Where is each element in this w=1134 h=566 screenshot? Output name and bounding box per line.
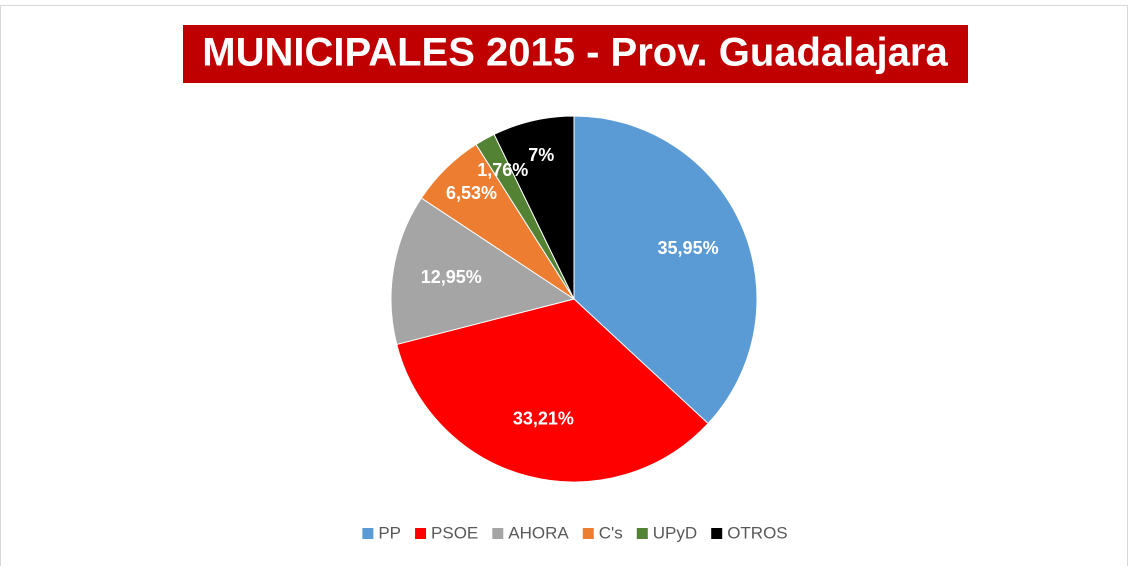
pie-slice	[493, 115, 575, 300]
data-label: 1,76%	[477, 160, 528, 180]
data-label: 7%	[528, 145, 554, 165]
data-label: 12,95%	[421, 267, 482, 287]
pie-slice	[390, 197, 576, 346]
data-label: 35,95%	[658, 238, 719, 258]
legend-label: PP	[378, 523, 401, 542]
title-background	[183, 25, 968, 83]
legend-label: AHORA	[508, 523, 569, 542]
legend-label: OTROS	[727, 523, 787, 542]
legend-swatch	[636, 528, 648, 539]
legend-swatch	[582, 528, 594, 539]
legend-swatch	[415, 528, 427, 539]
legend-label: PSOE	[431, 523, 478, 542]
legend-swatch	[362, 528, 374, 539]
legend-label: C's	[599, 523, 623, 542]
legend-swatch	[711, 528, 723, 539]
data-label: 33,21%	[513, 408, 574, 428]
legend-swatch	[492, 528, 504, 539]
pie-slice	[396, 298, 709, 483]
legend-label: UPyD	[653, 523, 697, 542]
chart-title: MUNICIPALES 2015 - Prov. Guadalajara	[202, 31, 948, 75]
pie-slice	[573, 115, 758, 425]
data-label: 6,53%	[446, 183, 497, 203]
